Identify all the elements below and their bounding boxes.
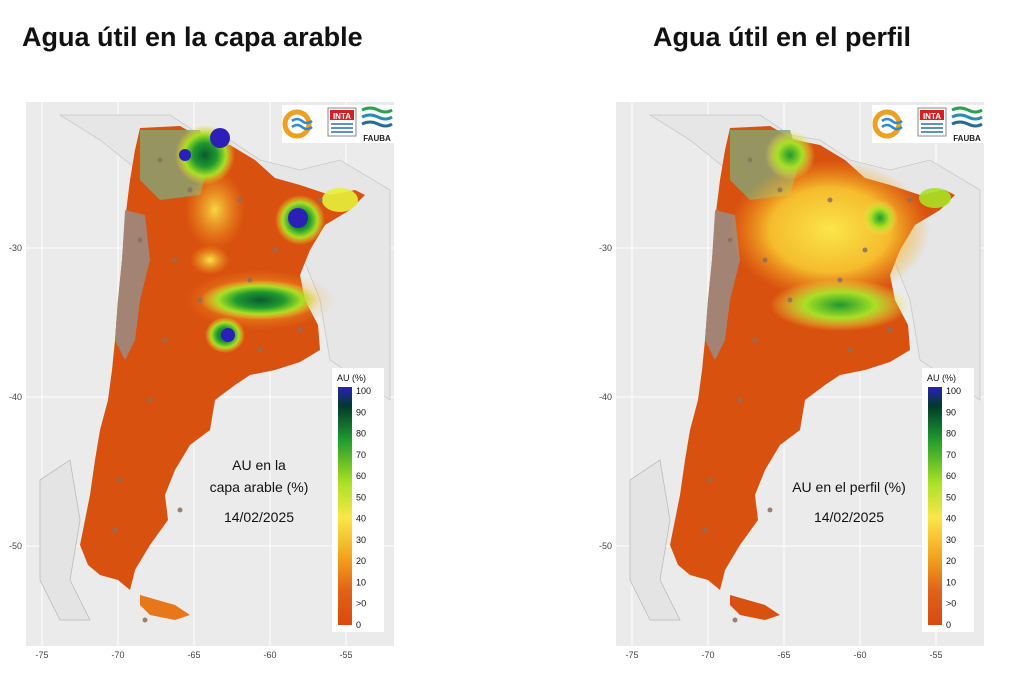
y-tick-label: -50 [9,541,22,551]
annotation-line-1: AU en el perfil (%) [792,479,906,495]
legend: AU (%) 100 90 80 70 60 50 40 30 20 10 >0 0 [922,368,974,632]
y-tick-label: -40 [599,392,612,402]
axis-y-ticks: -30 -40 -50 [599,243,612,551]
legend-label: 60 [946,471,956,481]
legend-label: 20 [946,556,956,566]
legend-label: 20 [356,556,366,566]
y-tick-label: -40 [9,392,22,402]
axis-x-ticks: -75 -70 -65 -60 -55 [625,650,942,660]
x-tick-label: -75 [35,650,48,660]
logos-group: INTA FAUBA [282,105,394,143]
chile-south [629,459,681,621]
legend-label: >0 [356,599,366,609]
fauba-logo-text: FAUBA [363,134,391,143]
legend-title: AU (%) [927,373,956,383]
legend-label: 10 [946,577,956,587]
legend-label: 0 [946,620,951,630]
legend: AU (%) 100 90 80 70 60 50 40 30 20 10 >0 0 [332,368,384,632]
x-tick-label: -60 [853,650,866,660]
x-tick-label: -60 [263,650,276,660]
x-tick-label: -65 [777,650,790,660]
fauba-logo-text: FAUBA [953,134,981,143]
axis-x-ticks: -75 -70 -65 -60 -55 [35,650,352,660]
legend-label: 50 [946,492,956,502]
y-tick-label: -30 [599,243,612,253]
legend-label: 70 [946,450,956,460]
andes-gray-zone [705,210,740,360]
x-tick-label: -70 [111,650,124,660]
x-tick-label: -75 [625,650,638,660]
legend-label: 10 [356,577,366,587]
y-tick-label: -30 [9,243,22,253]
legend-label: 30 [946,535,956,545]
logos-group: INTA FAUBA [872,105,984,143]
annotation-line-1: AU en la [232,457,286,473]
map-title-left: Agua útil en la capa arable [22,22,363,52]
legend-label: 90 [946,407,956,417]
annotation-line-2: capa arable (%) [210,479,309,495]
chile-south [39,459,91,621]
legend-label: 90 [356,407,366,417]
andes-gray-zone [115,210,150,360]
x-tick-label: -55 [339,650,352,660]
axis-y-ticks: -30 -40 -50 [9,243,22,551]
map-title-right: Agua útil en el perfil [653,22,912,52]
x-tick-label: -55 [929,650,942,660]
map-panel-left: INTA FAUBA AU en la capa arable (%) 14/0… [0,100,396,660]
x-tick-label: -70 [701,650,714,660]
legend-label: 0 [356,620,361,630]
legend-colorbar [338,387,352,625]
legend-colorbar [928,387,942,625]
pampa-wet-zone [200,280,320,320]
x-tick-label: -65 [187,650,200,660]
map-svg-left: INTA FAUBA AU en la capa arable (%) 14/0… [9,102,394,660]
tierra-del-fuego [140,595,190,620]
fauba-logo-icon [361,106,393,114]
legend-label: 30 [356,535,366,545]
inta-logo-text: INTA [333,112,351,121]
inta-logo-text: INTA [923,112,941,121]
legend-label: 60 [356,471,366,481]
legend-label: 100 [946,386,961,396]
legend-label: 40 [356,514,366,524]
legend-label: >0 [946,599,956,609]
map-panel-right: INTA FAUBA AU en el perfil (%) 14/02/202… [590,100,986,660]
legend-title: AU (%) [337,373,366,383]
tierra-del-fuego [730,595,780,620]
pampa-wet-zone [770,279,910,331]
legend-label: 100 [356,386,371,396]
yellow-moist-zone [730,160,930,300]
saturated-spot [210,128,230,148]
legend-label: 50 [356,492,366,502]
legend-label: 80 [356,429,366,439]
y-tick-label: -50 [599,541,612,551]
legend-label: 80 [946,429,956,439]
legend-label: 40 [946,514,956,524]
legend-label: 70 [356,450,366,460]
annotation-date: 14/02/2025 [814,509,884,525]
map-svg-right: INTA FAUBA AU en el perfil (%) 14/02/202… [599,102,984,660]
annotation-date: 14/02/2025 [224,509,294,525]
fauba-logo-icon [951,106,983,114]
